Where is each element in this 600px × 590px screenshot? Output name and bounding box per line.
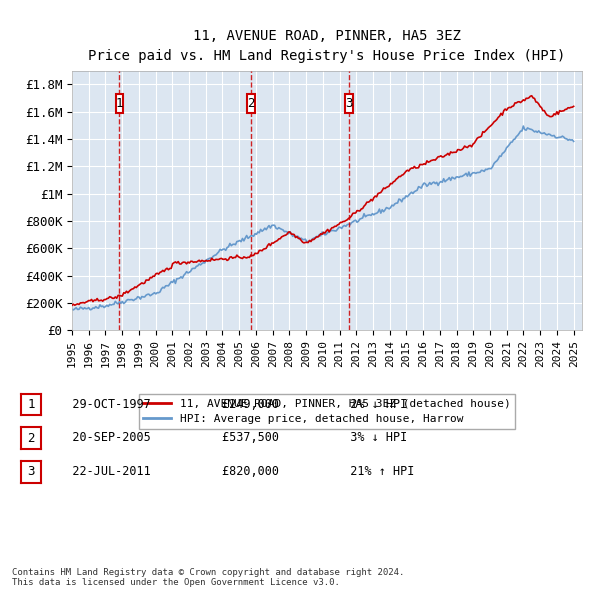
FancyBboxPatch shape bbox=[345, 93, 353, 113]
Text: 3: 3 bbox=[345, 97, 352, 110]
Text: 22-JUL-2011          £820,000          21% ↑ HPI: 22-JUL-2011 £820,000 21% ↑ HPI bbox=[51, 465, 415, 478]
Text: 20-SEP-2005          £537,500          3% ↓ HPI: 20-SEP-2005 £537,500 3% ↓ HPI bbox=[51, 431, 407, 444]
Text: 2: 2 bbox=[28, 431, 35, 445]
Text: 29-OCT-1997          £249,000          2% ↓ HPI: 29-OCT-1997 £249,000 2% ↓ HPI bbox=[51, 398, 407, 411]
Text: 2: 2 bbox=[248, 97, 255, 110]
Legend: 11, AVENUE ROAD, PINNER, HA5 3EZ (detached house), HPI: Average price, detached : 11, AVENUE ROAD, PINNER, HA5 3EZ (detach… bbox=[139, 394, 515, 429]
Text: 3: 3 bbox=[28, 465, 35, 478]
FancyBboxPatch shape bbox=[116, 93, 123, 113]
Title: 11, AVENUE ROAD, PINNER, HA5 3EZ
Price paid vs. HM Land Registry's House Price I: 11, AVENUE ROAD, PINNER, HA5 3EZ Price p… bbox=[88, 29, 566, 63]
FancyBboxPatch shape bbox=[247, 93, 255, 113]
Text: 1: 1 bbox=[116, 97, 123, 110]
Text: Contains HM Land Registry data © Crown copyright and database right 2024.
This d: Contains HM Land Registry data © Crown c… bbox=[12, 568, 404, 587]
Text: 1: 1 bbox=[28, 398, 35, 411]
